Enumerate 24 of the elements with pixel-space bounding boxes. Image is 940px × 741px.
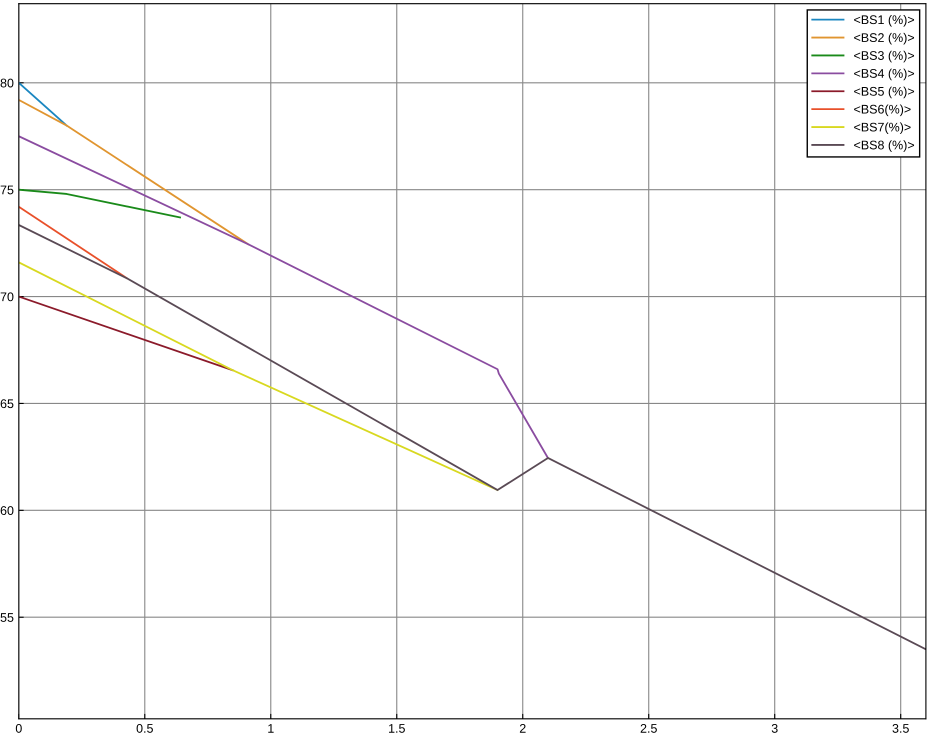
legend-label: <BS5 (%)>: [854, 86, 914, 98]
x-tick-label: 1.5: [389, 724, 405, 733]
y-tick-label: 55: [0, 613, 14, 622]
legend-label: <BS7(%)>: [854, 122, 911, 134]
y-tick-label: 65: [0, 399, 14, 408]
x-tick-label: 3.5: [892, 724, 909, 733]
legend-label: <BS3 (%)>: [854, 50, 914, 62]
x-tick-label: 0: [16, 724, 22, 733]
y-tick-label: 75: [0, 186, 14, 194]
legend-label: <BS1 (%)>: [854, 14, 914, 27]
x-tick-label: 0.5: [136, 724, 153, 733]
x-tick-label: 2: [520, 724, 526, 733]
y-tick-label: 70: [0, 292, 14, 302]
y-tick-label: 80: [0, 78, 14, 88]
x-tick-label: 2.5: [640, 724, 657, 733]
x-tick-label: 1: [268, 724, 274, 733]
x-tick-label: 3: [772, 724, 778, 733]
legend-label: <BS4 (%)>: [854, 68, 914, 80]
line-series: [18, 135, 549, 459]
legend-label: <BS6(%)>: [854, 104, 911, 116]
line-series: [18, 224, 926, 650]
y-tick-label: 60: [0, 506, 14, 515]
legend-label: <BS8 (%)>: [854, 140, 914, 152]
legend-label: <BS2 (%)>: [854, 32, 914, 45]
